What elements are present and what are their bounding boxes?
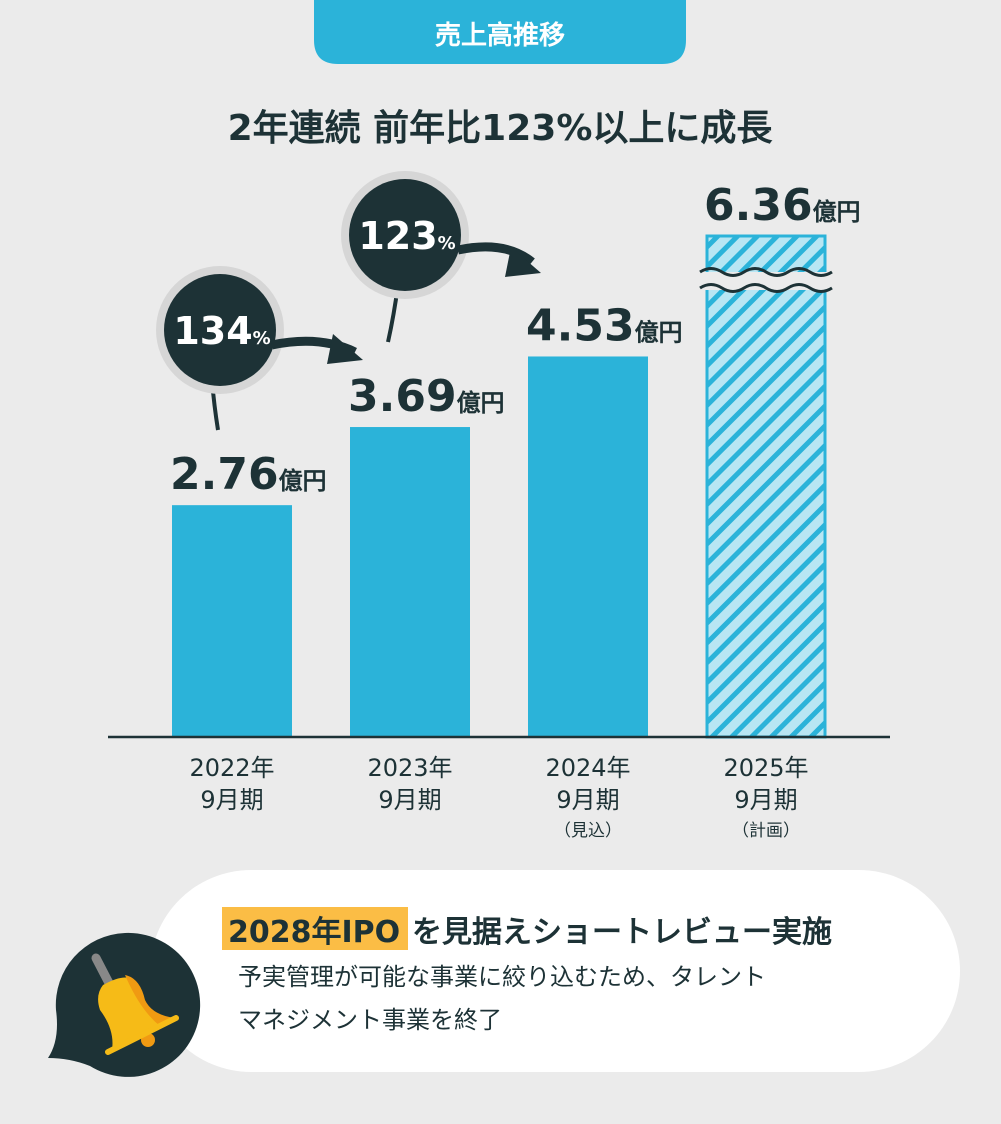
callout-title: を見据えショートレビュー実施	[412, 915, 832, 950]
growth-bubbles: 134% 123%	[156, 171, 541, 431]
x-tick-note: （見込）	[554, 821, 622, 841]
x-tick-year: 2022年	[189, 754, 274, 782]
x-tick-year: 2024年	[545, 754, 630, 782]
x-tick-year: 2023年	[367, 754, 452, 782]
value-label: 4.53億円	[526, 300, 683, 351]
header-tag: 売上高推移	[314, 0, 686, 64]
bell-icon	[48, 932, 201, 1077]
x-tick-year: 2025年	[723, 754, 808, 782]
arrow-head	[505, 247, 541, 277]
x-axis-labels: 2022年 9月期 2023年 9月期 2024年 9月期 （見込） 2025年 9月期 （計画）	[189, 754, 808, 841]
callout-highlight: 2028年IPO	[228, 915, 400, 950]
headline: 2年連続 前年比123%以上に成長	[228, 108, 774, 149]
x-tick-period: 9月期	[378, 786, 441, 814]
axis-break-wave	[699, 283, 833, 293]
callout-line-1: 予実管理が可能な事業に絞り込むため、タレント	[238, 963, 766, 991]
bar-series: 2.76億円 3.69億円 4.53億円 6.36億円	[170, 180, 861, 739]
growth-bubble	[349, 179, 461, 291]
bar-1	[350, 427, 470, 737]
callout-line-2: マネジメント事業を終了	[238, 1006, 502, 1034]
x-tick-period: 9月期	[734, 786, 797, 814]
x-tick-note: （計画）	[732, 821, 800, 841]
x-tick-period: 9月期	[556, 786, 619, 814]
bar-0	[172, 505, 292, 737]
value-label: 2.76億円	[170, 449, 327, 500]
growth-label: 134%	[173, 309, 270, 353]
growth-arrow	[457, 242, 535, 266]
callout-highlight-bg	[222, 907, 408, 950]
value-label: 6.36億円	[704, 180, 861, 231]
header-tag-label: 売上高推移	[435, 20, 565, 51]
arrow-head	[327, 334, 363, 364]
axis-break-wave	[699, 267, 833, 277]
growth-bubble	[164, 274, 276, 386]
x-tick-period: 9月期	[200, 786, 263, 814]
callout: 2028年IPO を見据えショートレビュー実施 予実管理が可能な事業に絞り込むた…	[48, 870, 960, 1077]
growth-label: 123%	[358, 214, 455, 258]
value-label: 3.69億円	[348, 371, 505, 422]
bar-3	[705, 234, 827, 739]
bar-2	[528, 356, 648, 737]
